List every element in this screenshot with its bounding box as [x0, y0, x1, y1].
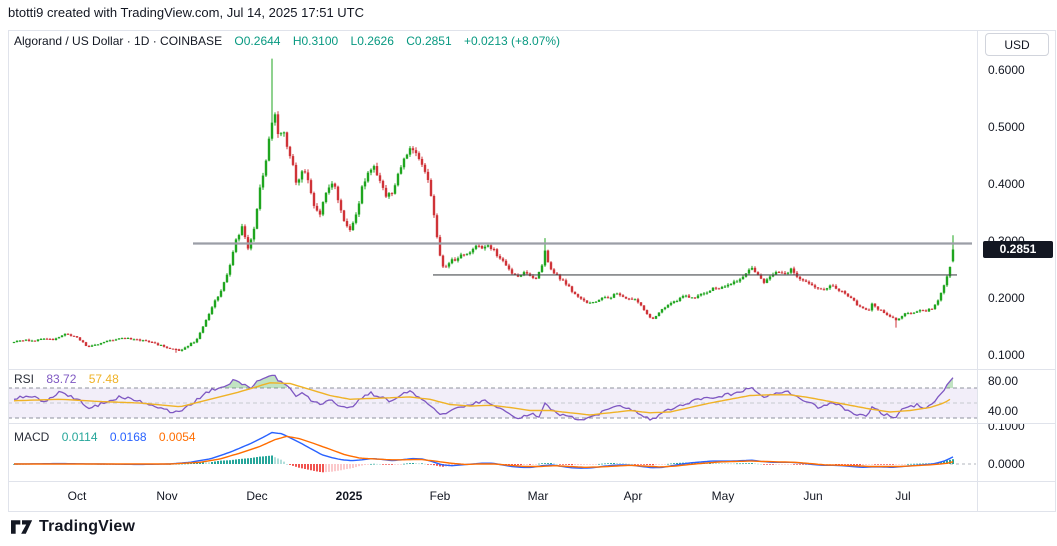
- date-tick-label: Feb: [429, 489, 451, 503]
- snapshot-attribution: btotti9 created with TradingView.com, Ju…: [8, 5, 364, 20]
- ohlc-high: H0.3100: [292, 34, 339, 48]
- currency-button[interactable]: USD: [985, 33, 1049, 56]
- macd-hist-value: 0.0114: [61, 430, 98, 444]
- date-tick-label: Jun: [803, 489, 823, 503]
- price-tick-label: 0.1000: [988, 348, 1025, 362]
- price-tick-label: 0.2000: [988, 291, 1025, 305]
- tradingview-logo-text: TradingView: [39, 518, 136, 535]
- rsi-tick-label: 80.00: [988, 373, 1019, 388]
- date-tick-label: May: [711, 489, 735, 503]
- ohlc-low: L0.2626: [350, 34, 394, 48]
- rsi-axis[interactable]: 80.00 40.00: [978, 370, 1057, 423]
- date-tick-label: Dec: [246, 489, 268, 503]
- price-axis[interactable]: USD 0.60000.50000.40000.30000.20000.1000…: [978, 30, 1057, 369]
- rsi-legend: RSI 83.72 57.48: [14, 372, 128, 386]
- price-tick-label: 0.4000: [988, 177, 1025, 191]
- date-tick-label: Mar: [527, 489, 549, 503]
- tradingview-logo[interactable]: TradingView: [11, 518, 135, 536]
- symbol-legend: Algorand / US Dollar · 1D · COINBASE O0.…: [14, 34, 569, 48]
- rsi-tick-label: 40.00: [988, 403, 1019, 418]
- rsi-ma-value: 57.48: [88, 372, 119, 386]
- date-axis[interactable]: Oct Nov Dec 2025 Feb Mar Apr May Jun Jul: [8, 482, 978, 512]
- macd-tick-label: 0.1000: [988, 424, 1025, 433]
- date-tick-label: Apr: [623, 489, 643, 503]
- date-tick-label: Jul: [895, 489, 911, 503]
- rsi-value: 83.72: [46, 372, 77, 386]
- ohlc-close: C0.2851: [406, 34, 452, 48]
- date-tick-label: Oct: [67, 489, 87, 503]
- macd-label[interactable]: MACD: [14, 430, 50, 444]
- macd-axis[interactable]: 0.1000 0.0000: [978, 424, 1057, 481]
- symbol-title[interactable]: Algorand / US Dollar · 1D · COINBASE: [14, 34, 223, 48]
- date-tick-label: 2025: [335, 489, 363, 503]
- price-tick-label: 0.5000: [988, 120, 1025, 134]
- rsi-label[interactable]: RSI: [14, 372, 35, 386]
- attribution-text: btotti9 created with TradingView.com, Ju…: [8, 5, 365, 20]
- price-tick-label: 0.6000: [988, 63, 1025, 77]
- last-price-badge: 0.2851: [983, 240, 1053, 258]
- macd-signal-value: 0.0054: [158, 430, 196, 444]
- price-change: +0.0213 (+8.07%): [463, 34, 561, 48]
- ohlc-open: O0.2644: [234, 34, 281, 48]
- macd-tick-label: 0.0000: [988, 457, 1025, 471]
- macd-legend: MACD 0.0114 0.0168 0.0054: [14, 430, 205, 444]
- macd-line-value: 0.0168: [109, 430, 147, 444]
- date-tick-label: Nov: [156, 489, 178, 503]
- tradingview-logo-icon: [11, 520, 33, 534]
